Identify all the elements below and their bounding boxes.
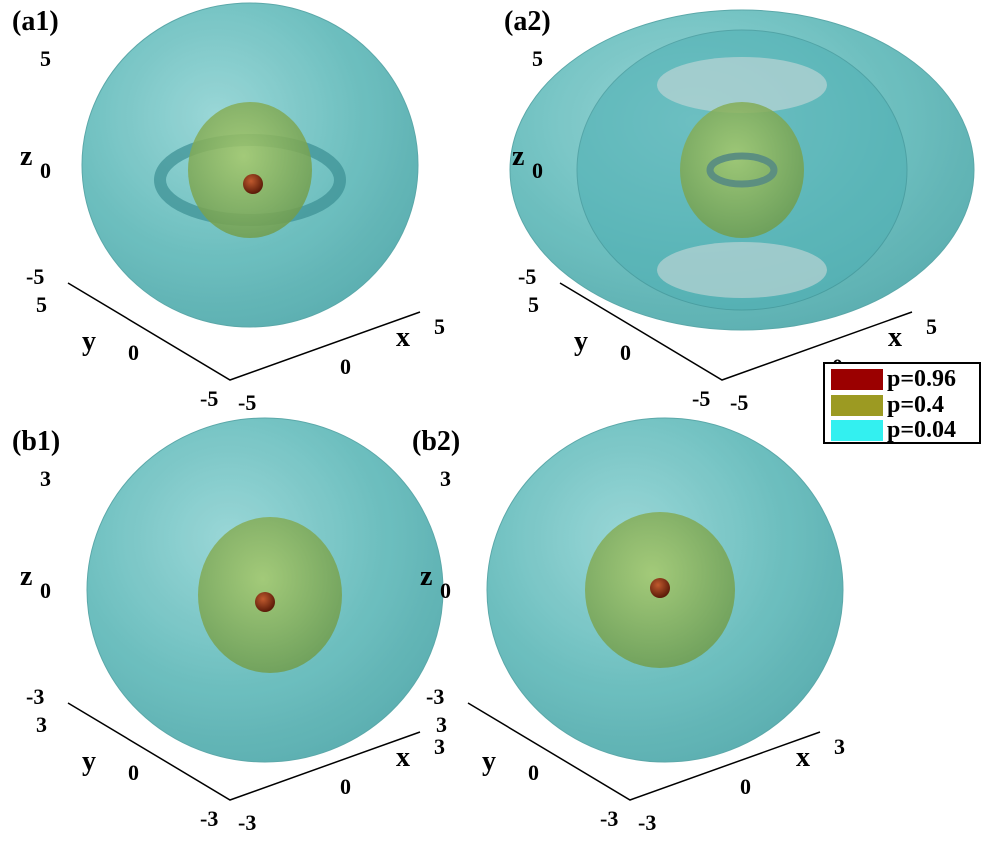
- z-tick-label: 0: [440, 578, 451, 603]
- isosurface-p096: [243, 174, 263, 194]
- x-axis-label: x: [396, 742, 410, 773]
- y-tick-label: 0: [528, 760, 539, 785]
- legend-item: p=0.4: [831, 393, 944, 417]
- y-tick-label: -5: [692, 386, 710, 411]
- legend-item: p=0.96: [831, 367, 956, 391]
- legend-swatch-p004: [831, 419, 883, 441]
- z-tick-label: 3: [40, 466, 51, 491]
- isosurface-p096: [650, 578, 670, 598]
- isosurface-cap-bottom: [657, 242, 827, 298]
- y-tick-label: 3: [436, 712, 447, 737]
- z-tick-label: 0: [40, 158, 51, 183]
- x-axis-label: x: [396, 322, 410, 353]
- y-tick-label: -3: [600, 806, 618, 831]
- legend: p=0.96 p=0.4 p=0.04: [823, 362, 981, 444]
- y-tick-label: 0: [128, 340, 139, 365]
- legend-label: p=0.04: [887, 417, 957, 443]
- z-tick-label: 0: [40, 578, 51, 603]
- y-axis-label: y: [482, 746, 496, 777]
- x-tick-label: 5: [926, 314, 937, 339]
- x-tick-label: 0: [340, 354, 351, 379]
- panel-label: (a1): [12, 6, 59, 37]
- y-tick-label: 0: [620, 340, 631, 365]
- z-tick-label: 5: [532, 46, 543, 71]
- legend-swatch-p096: [831, 368, 883, 390]
- axis-lines: [559, 282, 913, 381]
- z-tick-label: 0: [532, 158, 543, 183]
- isosurface-p096: [255, 592, 275, 612]
- y-tick-label: 5: [36, 292, 47, 317]
- panel-label: (a2): [504, 6, 551, 37]
- x-tick-label: 0: [340, 774, 351, 799]
- z-axis-label: z: [420, 561, 432, 592]
- x-tick-label: -5: [238, 390, 256, 415]
- y-tick-label: -3: [200, 806, 218, 831]
- x-tick-label: 3: [434, 734, 445, 759]
- y-tick-label: 3: [36, 712, 47, 737]
- y-axis-label: y: [574, 326, 588, 357]
- z-tick-label: 3: [440, 466, 451, 491]
- x-tick-label: -5: [730, 390, 748, 415]
- z-tick-label: -3: [426, 684, 444, 709]
- axis-lines: [67, 702, 421, 801]
- x-axis-label: x: [888, 322, 902, 353]
- legend-swatch-p04: [831, 394, 883, 416]
- x-tick-label: 5: [434, 314, 445, 339]
- axis-lines: [67, 282, 421, 381]
- panel-label: (b1): [12, 426, 60, 457]
- x-tick-label: -3: [238, 810, 256, 835]
- x-axis-label: x: [796, 742, 810, 773]
- y-tick-label: 5: [528, 292, 539, 317]
- isosurface-cap-top: [657, 57, 827, 113]
- x-tick-label: 3: [834, 734, 845, 759]
- z-tick-label: -3: [26, 684, 44, 709]
- legend-label: p=0.4: [887, 392, 945, 418]
- legend-item: p=0.04: [831, 418, 956, 442]
- y-axis-label: y: [82, 746, 96, 777]
- z-tick-label: -5: [26, 264, 44, 289]
- z-axis-label: z: [20, 561, 32, 592]
- y-tick-label: -5: [200, 386, 218, 411]
- axis-lines: [467, 702, 821, 801]
- x-tick-label: -3: [638, 810, 656, 835]
- z-axis-label: z: [20, 141, 32, 172]
- legend-label: p=0.96: [887, 366, 957, 392]
- isosurface-p04: [680, 102, 804, 238]
- isosurface-p04: [188, 102, 312, 238]
- panel-label: (b2): [412, 426, 460, 457]
- z-axis-label: z: [512, 141, 524, 172]
- isosurface-torus: [706, 152, 778, 188]
- y-tick-label: 0: [128, 760, 139, 785]
- x-tick-label: 0: [740, 774, 751, 799]
- z-tick-label: 5: [40, 46, 51, 71]
- y-axis-label: y: [82, 326, 96, 357]
- z-tick-label: -5: [518, 264, 536, 289]
